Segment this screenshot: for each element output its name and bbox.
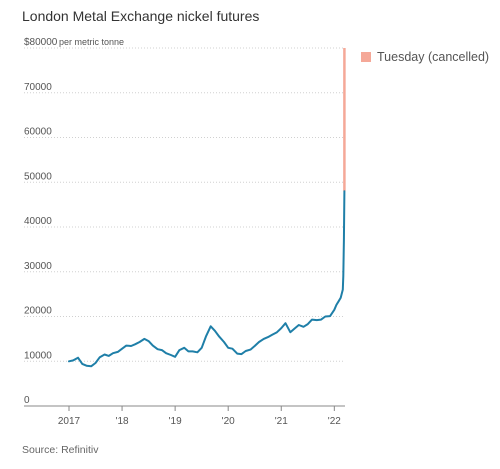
- source-note: Source: Refinitiv: [22, 444, 99, 456]
- y-tick-label: 20000: [24, 306, 52, 317]
- y-tick-label: 10000: [24, 350, 52, 361]
- y-tick-label: 0: [24, 395, 30, 406]
- legend: Tuesday (cancelled): [361, 50, 489, 64]
- y-tick-label: 60000: [24, 127, 52, 138]
- x-tick-label: '21: [275, 416, 288, 427]
- y-tick-label: 70000: [24, 82, 52, 93]
- x-tick-label: 2017: [58, 416, 81, 427]
- legend-swatch-cancelled: [361, 52, 371, 62]
- y-tick-label: 30000: [24, 261, 52, 272]
- x-tick-label: '18: [116, 416, 129, 427]
- cancelled-bar: [343, 48, 346, 192]
- grid-lines: [24, 47, 345, 407]
- y-tick-labels: 0 10000 20000 30000 40000 50000 60000 70000 $800…: [24, 37, 124, 406]
- chart-title: London Metal Exchange nickel futures: [22, 8, 260, 24]
- x-tick-label: '19: [169, 416, 182, 427]
- y-tick-label: 40000: [24, 216, 52, 227]
- y-tick-label: $80000: [24, 37, 58, 48]
- x-tick-label: '20: [222, 416, 235, 427]
- x-axis: 2017 '18 '19 '20 '21 '22: [58, 406, 341, 427]
- legend-label-cancelled: Tuesday (cancelled): [377, 50, 490, 64]
- y-unit-label: per metric tonne: [59, 37, 124, 47]
- x-tick-label: '22: [328, 416, 341, 427]
- nickel-price-line: [68, 190, 346, 368]
- series-layer: [68, 48, 346, 368]
- y-tick-label: 50000: [24, 171, 52, 182]
